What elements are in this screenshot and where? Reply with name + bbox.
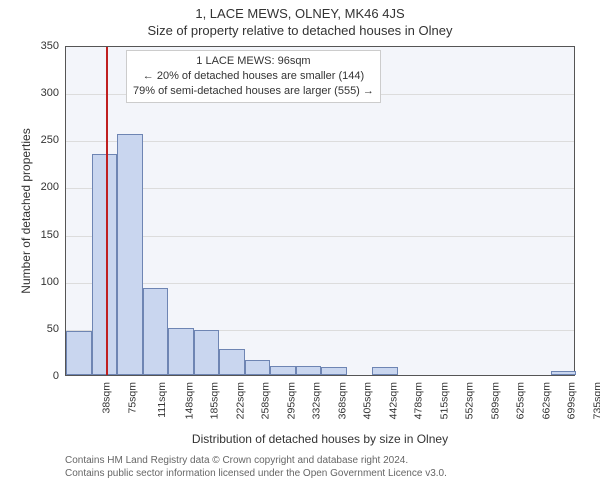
chart-title-address: 1, LACE MEWS, OLNEY, MK46 4JS (0, 0, 600, 21)
y-tick-label: 350 (31, 40, 59, 52)
histogram-bar (92, 154, 118, 375)
y-tick-label: 50 (31, 323, 59, 335)
callout-line-3: 79% of semi-detached houses are larger (… (133, 84, 374, 99)
histogram-bar (66, 331, 92, 375)
x-tick-label: 515sqm (438, 382, 450, 419)
histogram-bar (194, 330, 220, 375)
x-tick-label: 589sqm (489, 382, 501, 419)
x-tick-label: 111sqm (156, 382, 168, 418)
x-tick-label: 75sqm (126, 382, 138, 414)
x-tick-label: 38sqm (101, 382, 113, 414)
x-tick-label: 625sqm (514, 382, 526, 419)
plot-area: 1 LACE MEWS: 96sqm← 20% of detached hous… (65, 46, 575, 376)
callout-box: 1 LACE MEWS: 96sqm← 20% of detached hous… (126, 50, 381, 103)
histogram-bar (117, 134, 143, 375)
x-tick-label: 478sqm (412, 382, 424, 419)
x-tick-label: 332sqm (310, 382, 322, 419)
x-tick-label: 552sqm (463, 382, 475, 419)
property-marker-line (106, 47, 108, 375)
x-tick-label: 295sqm (285, 382, 297, 419)
y-tick-label: 150 (31, 229, 59, 241)
y-tick-label: 300 (31, 87, 59, 99)
y-tick-label: 200 (31, 181, 59, 193)
x-tick-label: 735sqm (591, 382, 600, 419)
footer-line-2: Contains public sector information licen… (65, 467, 447, 480)
histogram-bar (321, 367, 347, 375)
x-axis-label: Distribution of detached houses by size … (65, 432, 575, 446)
x-tick-label: 442sqm (387, 382, 399, 419)
histogram-bar (296, 366, 322, 375)
histogram-bar (551, 371, 577, 375)
x-tick-label: 699sqm (565, 382, 577, 419)
callout-line-2: ← 20% of detached houses are smaller (14… (133, 69, 374, 84)
histogram-bar (372, 367, 398, 375)
x-tick-label: 222sqm (234, 382, 246, 419)
histogram-bar (168, 328, 194, 375)
y-tick-label: 100 (31, 276, 59, 288)
footer-attribution: Contains HM Land Registry data © Crown c… (65, 454, 447, 480)
histogram-bar (219, 349, 245, 375)
callout-line-1: 1 LACE MEWS: 96sqm (133, 54, 374, 69)
x-tick-label: 368sqm (336, 382, 348, 419)
histogram-bar (270, 366, 296, 375)
histogram-bar (245, 360, 271, 375)
chart-title-sub: Size of property relative to detached ho… (0, 21, 600, 38)
histogram-bar (143, 288, 169, 375)
x-tick-label: 405sqm (361, 382, 373, 419)
x-tick-label: 185sqm (208, 382, 220, 419)
x-tick-label: 148sqm (183, 382, 195, 419)
y-tick-label: 0 (31, 370, 59, 382)
y-tick-label: 250 (31, 134, 59, 146)
footer-line-1: Contains HM Land Registry data © Crown c… (65, 454, 447, 467)
x-tick-label: 258sqm (259, 382, 271, 419)
x-tick-label: 662sqm (540, 382, 552, 419)
